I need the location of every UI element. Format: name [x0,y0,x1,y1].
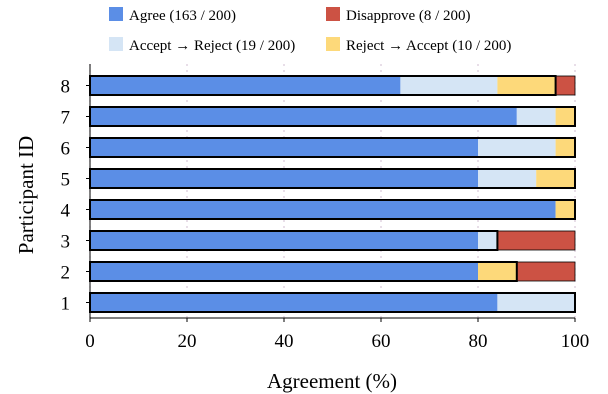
legend-label-accept-reject-19-200: Accept → Reject (19 / 200) [129,38,295,54]
y-axis-label: Participant ID [14,136,38,254]
y-tick-label-1: 1 [61,294,71,315]
legend-item-disapprove-8-200: Disapprove (8 / 200) [326,7,471,24]
x-axis-label: Agreement (%) [267,369,397,393]
y-tick-label-8: 8 [61,77,71,98]
x-tick-label-20: 20 [178,331,197,352]
bar-segment-reject-accept-10-200-participant-8 [497,76,556,95]
legend-item-agree-163-200: Agree (163 / 200) [109,7,236,24]
bar-segment-accept-reject-19-200-participant-1 [497,293,575,312]
bar-edge-participant-8 [555,75,576,96]
bar-group-participant-5 [89,168,576,189]
x-tick-label-60: 60 [372,331,391,352]
bar-group-participant-8 [89,75,576,96]
legend-item-reject-accept-10-200: Reject → Accept (10 / 200) [326,37,511,54]
y-axis: 1 2 3 4 5 6 7 8 [61,64,91,318]
bar-group-participant-2 [89,261,576,282]
x-axis: 0 20 40 60 80 100 [85,317,590,352]
bar-group-participant-1 [89,292,576,313]
legend-label-reject-accept-10-200: Reject → Accept (10 / 200) [346,38,511,54]
y-tick-label-3: 3 [61,232,71,253]
legend-swatch-accept-reject-19-200 [109,37,123,51]
bar-segment-agree-163-200-participant-7 [90,107,517,126]
bar-segment-agree-163-200-participant-4 [90,200,556,219]
bar-segment-reject-accept-10-200-participant-7 [555,107,575,126]
bar-segment-accept-reject-19-200-participant-7 [516,107,556,126]
legend: Agree (163 / 200) Accept → Reject (19 / 2… [109,7,511,54]
grid [89,64,576,322]
bar-segment-accept-reject-19-200-participant-8 [400,76,498,95]
legend-swatch-reject-accept-10-200 [326,37,340,51]
y-tick-label-6: 6 [61,139,71,160]
bar-group-participant-7 [89,106,576,127]
bar-segment-disapprove-8-200-participant-2 [516,262,575,281]
bar-segment-agree-163-200-participant-3 [90,231,478,250]
bar-edge-participant-2 [516,261,576,282]
y-tick-label-5: 5 [61,170,71,191]
bar-segment-agree-163-200-participant-2 [90,262,478,281]
legend-item-accept-reject-19-200: Accept → Reject (19 / 200) [109,37,295,54]
bar-group-participant-3 [89,230,576,251]
bar-segment-accept-reject-19-200-participant-3 [478,231,498,250]
legend-swatch-disapprove-8-200 [326,7,340,21]
bar-segment-reject-accept-10-200-participant-4 [555,200,575,219]
bar-segment-disapprove-8-200-participant-8 [555,76,575,95]
y-tick-label-2: 2 [61,263,71,284]
x-tick-label-0: 0 [85,331,95,352]
bar-group-participant-6 [89,137,576,158]
bar-segment-agree-163-200-participant-5 [90,169,478,188]
bar-group-participant-4 [89,199,576,220]
bar-segment-reject-accept-10-200-participant-2 [478,262,517,281]
bar-edge-participant-3 [496,230,576,251]
bar-segment-disapprove-8-200-participant-3 [497,231,575,250]
bar-segment-agree-163-200-participant-6 [90,138,478,157]
bar-segment-reject-accept-10-200-participant-6 [555,138,575,157]
bar-segment-accept-reject-19-200-participant-5 [478,169,537,188]
bar-segment-agree-163-200-participant-1 [90,293,498,312]
legend-label-disapprove-8-200: Disapprove (8 / 200) [346,8,471,24]
bars [89,75,576,313]
y-tick-label-4: 4 [61,201,71,222]
legend-swatch-agree-163-200 [109,7,123,21]
bar-segment-agree-163-200-participant-8 [90,76,401,95]
legend-label-agree-163-200: Agree (163 / 200) [129,8,236,24]
x-tick-label-80: 80 [469,331,488,352]
x-tick-label-40: 40 [275,331,294,352]
y-tick-label-7: 7 [61,108,71,129]
x-tick-label-100: 100 [561,331,590,352]
bar-segment-accept-reject-19-200-participant-6 [478,138,556,157]
bar-segment-reject-accept-10-200-participant-5 [536,169,575,188]
